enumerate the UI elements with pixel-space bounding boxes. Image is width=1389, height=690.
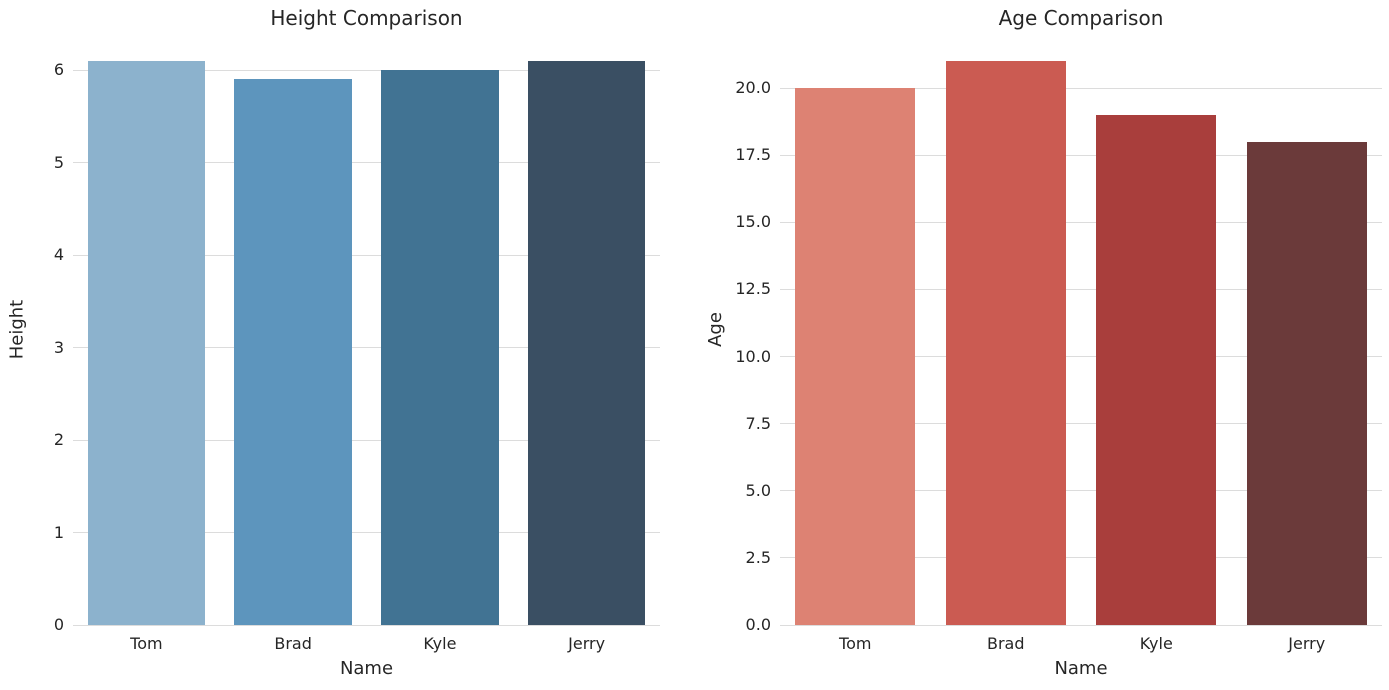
y-axis-ticks: 0 1 2 3 4 5 6 [0,33,64,633]
y-tick-label: 20.0 [735,78,771,98]
y-tick-label: 6 [53,60,64,79]
bar-brad [234,79,352,625]
gridline [73,69,660,71]
bar-jerry [1246,141,1367,625]
y-tick-label: 0 [53,615,64,634]
age-comparison-chart: Age Comparison Age 0.0 2.5 5.0 7.5 10.0 12.5 1… [690,0,1389,690]
y-tick-label: 0.0 [745,615,771,634]
x-tick-label: Kyle [1139,634,1173,653]
y-tick-label: 10.0 [735,346,771,366]
x-axis-ticks: Tom Brad Kyle Jerry [73,634,660,656]
y-tick-label: 1 [53,522,64,542]
y-axis-ticks: 0.0 2.5 5.0 7.5 10.0 12.5 15.0 17.5 20.0 [690,33,771,633]
y-tick-label: 4 [53,245,64,264]
gridline [780,288,1382,290]
chart-title: Height Comparison [270,6,463,30]
y-tick-label: 17.5 [735,145,771,165]
y-tick-label: 7.5 [745,413,771,433]
y-tick-label: 12.5 [735,279,771,299]
bar-jerry [527,60,646,625]
x-axis-ticks: Tom Brad Kyle Jerry [780,634,1382,656]
y-tick-label: 15.0 [735,212,771,232]
x-tick-label: Tom [839,634,872,653]
gridline [780,490,1382,492]
y-tick-label: 2.5 [745,547,771,567]
bar-kyle [1096,114,1217,625]
bar-tom [87,60,206,625]
y-tick-label: 3 [53,337,64,357]
x-tick-label: Brad [274,634,312,653]
bar-kyle [381,70,499,625]
gridline [780,154,1382,156]
x-axis-label: Name [339,658,394,679]
plot-area [73,33,660,626]
bar-tom [795,88,916,625]
gridline [780,356,1382,358]
x-tick-label: Tom [130,634,163,653]
gridline [780,221,1382,223]
bar-brad [945,61,1066,625]
x-axis-label: Name [1054,658,1108,679]
gridline [73,347,660,348]
gridline [73,624,660,626]
chart-title: Age Comparison [998,6,1164,30]
gridline [780,557,1382,559]
x-tick-label: Brad [986,634,1025,653]
x-tick-label: Jerry [568,634,606,653]
gridline [73,532,660,533]
x-tick-label: Kyle [423,634,457,653]
y-tick-label: 5.0 [745,480,771,500]
gridline [780,423,1382,425]
gridline [780,624,1382,626]
gridline [73,162,660,163]
x-tick-label: Jerry [1288,634,1326,653]
plot-area [780,33,1382,626]
gridline [73,254,660,256]
y-tick-label: 5 [53,152,64,172]
gridline [780,87,1382,89]
y-tick-label: 2 [53,430,64,449]
gridline [73,439,660,441]
